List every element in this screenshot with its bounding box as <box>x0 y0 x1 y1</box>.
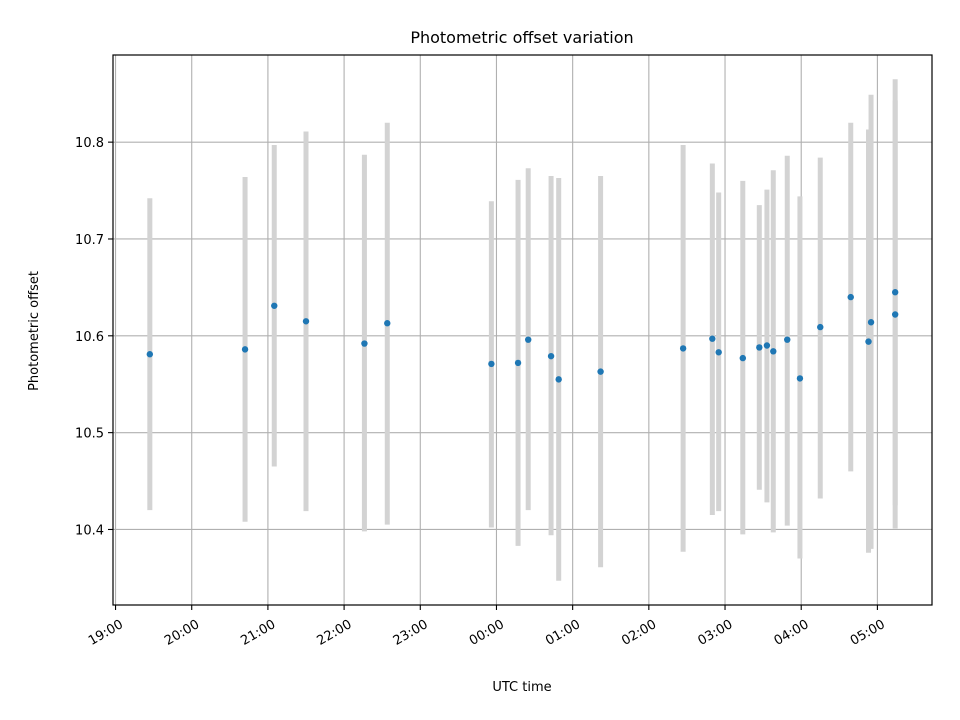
data-point <box>679 345 687 352</box>
data-point <box>817 323 824 331</box>
data-point <box>796 375 804 382</box>
data-point <box>763 342 771 349</box>
data-points <box>146 289 899 383</box>
chart-title: Photometric offset variation <box>410 28 633 47</box>
data-point <box>756 344 763 351</box>
data-point <box>847 293 854 301</box>
data-point <box>867 319 875 326</box>
data-point <box>891 311 899 318</box>
data-point <box>770 348 777 355</box>
data-point <box>146 351 154 358</box>
data-point <box>865 338 872 345</box>
data-point <box>709 335 716 342</box>
y-tick-label: 10.7 <box>75 233 104 248</box>
y-tick-label: 10.8 <box>75 136 104 151</box>
y-tick-label: 10.4 <box>75 523 104 538</box>
data-point <box>891 289 899 296</box>
y-tick-label: 10.6 <box>75 330 104 345</box>
y-axis-label: Photometric offset <box>27 271 42 391</box>
data-point <box>715 349 722 356</box>
data-point <box>784 336 791 343</box>
data-point <box>488 360 495 368</box>
data-point <box>302 318 310 325</box>
x-axis-label: UTC time <box>492 680 551 695</box>
grid <box>113 55 932 605</box>
data-point <box>384 320 391 327</box>
data-point <box>525 336 532 343</box>
data-point <box>597 368 604 375</box>
plot-frame <box>112 54 933 606</box>
y-tick-label: 10.5 <box>75 427 104 442</box>
data-point <box>241 346 249 353</box>
data-point <box>547 352 555 360</box>
data-point <box>361 340 368 347</box>
data-point <box>739 354 747 362</box>
data-point <box>555 376 562 383</box>
y-axis: 10.4 10.5 10.6 10.7 10.8 <box>75 136 113 538</box>
data-point <box>271 302 278 309</box>
data-point <box>514 359 522 367</box>
